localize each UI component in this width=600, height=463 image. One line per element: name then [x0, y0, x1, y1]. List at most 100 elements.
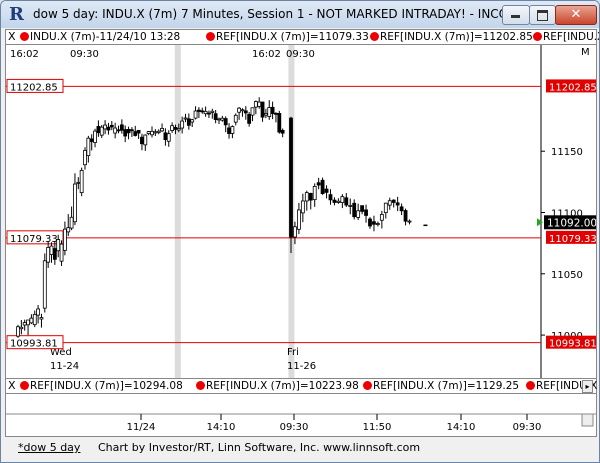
candle-body	[123, 129, 128, 137]
last-price-box	[544, 215, 596, 230]
red-dot-icon	[526, 381, 535, 390]
candle-body	[196, 109, 201, 112]
candle-body	[52, 248, 57, 260]
reference-label-right: 10993.81	[549, 339, 596, 350]
candle-body	[113, 127, 118, 134]
candle-body	[312, 185, 317, 201]
candle-body	[391, 199, 396, 203]
ref-item-label: INDU.X (7m)-11/24/10 13:28	[30, 31, 181, 43]
candle-body	[243, 110, 248, 114]
candle-body	[277, 113, 282, 133]
candle-body	[32, 313, 37, 326]
top-bar-close-button[interactable]: X	[8, 30, 16, 43]
candle-body	[304, 192, 309, 202]
candle-body	[73, 183, 77, 223]
time-axis-label: 11:50	[363, 422, 392, 433]
ref-item[interactable]: REF[INDU.X (7m)]=11202.85	[370, 31, 533, 43]
candle-body	[126, 128, 131, 134]
candle-body	[336, 200, 341, 203]
candle-body	[186, 118, 191, 126]
ref-item-label: REF[INDU.X (7m)]=10294.08	[30, 380, 183, 392]
close-button[interactable]: ✕	[555, 5, 597, 25]
candle-body	[49, 245, 54, 255]
close-icon: ✕	[570, 7, 582, 22]
candle-body	[207, 112, 211, 115]
candle-body	[93, 130, 97, 143]
ref-item[interactable]: REF[INDU.X (7m)]=10294.08	[20, 380, 183, 392]
ref-item-label: REF[INDU.X (7m)]=11202.85	[380, 31, 533, 43]
minimize-icon	[511, 15, 520, 18]
candle-body	[230, 126, 235, 134]
ref-item[interactable]: INDU.X (7m)-11/24/10 13:28	[20, 31, 180, 43]
reference-label-left: 11202.85	[10, 82, 58, 93]
top-time-label: 16:02	[252, 49, 281, 60]
reference-label-box-left	[6, 78, 64, 93]
candle-body	[360, 205, 365, 212]
tab-dow-5-day[interactable]: *dow 5 day	[18, 441, 81, 454]
candle-body	[403, 210, 408, 222]
scroll-down-icon	[581, 413, 594, 427]
candle-body	[173, 127, 178, 130]
ref-item[interactable]: REF[INDU.X (7m)]=1129.25	[363, 380, 519, 392]
day-label: Wed	[50, 347, 72, 358]
time-axis: 11/24 14:10 09:30 11:50 14:10 09:30	[6, 413, 596, 433]
ref-item[interactable]: REF[INDU.X (7m)]=10223.98	[196, 380, 359, 392]
bottom-reference-bar: X REF[INDU.X (7m)]=10294.08 REF[INDU.X (…	[6, 378, 599, 394]
ref-item[interactable]: REF[INDU.X (	[533, 31, 599, 43]
candle-body	[140, 136, 144, 145]
candle-body	[103, 124, 107, 130]
candle-body	[42, 260, 47, 309]
candle-body	[99, 126, 104, 136]
candle-body	[233, 114, 238, 123]
candle-body	[324, 188, 329, 193]
candle-body	[368, 218, 372, 227]
candle-body	[383, 202, 388, 214]
candle-body	[183, 117, 188, 120]
scroll-right-icon[interactable]: ▸	[582, 380, 593, 393]
ref-item[interactable]: REF[INDU.X (7m)]=11079.33	[206, 31, 369, 43]
candle-body	[227, 127, 231, 134]
candle-body	[106, 126, 111, 131]
candle-body	[296, 209, 301, 230]
candle-body	[163, 132, 168, 140]
top-time-label: 09:30	[70, 49, 99, 60]
top-reference-bar: X INDU.X (7m)-11/24/10 13:28 REF[INDU.X …	[6, 30, 599, 45]
top-time-label: 09:30	[286, 49, 315, 60]
candle-body	[89, 138, 94, 142]
candle-body	[146, 131, 151, 134]
day-label: Fri	[287, 347, 299, 358]
candle-body	[203, 110, 208, 115]
candle-body	[136, 129, 141, 134]
ref-item-label: REF[INDU.X (7m)]=1129.25	[373, 380, 520, 392]
candle-body	[316, 182, 321, 186]
chart-content: X INDU.X (7m)-11/24/10 13:28 REF[INDU.X …	[5, 29, 599, 437]
red-dot-icon	[533, 32, 542, 41]
candle-body	[270, 106, 275, 114]
reference-label-box-right	[546, 79, 596, 93]
candle-body	[83, 150, 87, 166]
red-dot-icon	[196, 381, 205, 390]
candle-body	[156, 130, 161, 133]
candle-body	[356, 210, 361, 218]
date-label: 11-26	[287, 361, 316, 372]
minimize-button[interactable]	[502, 5, 530, 25]
maximize-button[interactable]	[529, 5, 556, 25]
time-axis-label: 09:30	[280, 422, 309, 433]
candle-body	[56, 239, 61, 252]
price-chart[interactable]: 11150111001105011000M16:0209:3016:0209:3…	[6, 45, 597, 379]
last-price-arrow-icon	[537, 218, 543, 227]
title-bar[interactable]: R dow 5 day: INDU.X (7m) 7 Minutes, Sess…	[1, 1, 599, 28]
candle-body	[300, 200, 305, 214]
candle-body	[29, 317, 34, 324]
chart-area[interactable]: 11150111001105011000M16:0209:3016:0209:3…	[6, 45, 597, 383]
candle-body	[267, 107, 272, 117]
bottom-bar-close-button[interactable]: X	[8, 379, 16, 392]
window-title: dow 5 day: INDU.X (7m) 7 Minutes, Sessio…	[33, 7, 520, 21]
reference-label-left: 10993.81	[10, 339, 58, 350]
candle-body	[372, 221, 376, 225]
time-axis-label: 14:10	[447, 422, 476, 433]
reference-label-box-left	[6, 230, 64, 245]
candle-body	[210, 110, 215, 113]
candle-body	[320, 179, 325, 195]
